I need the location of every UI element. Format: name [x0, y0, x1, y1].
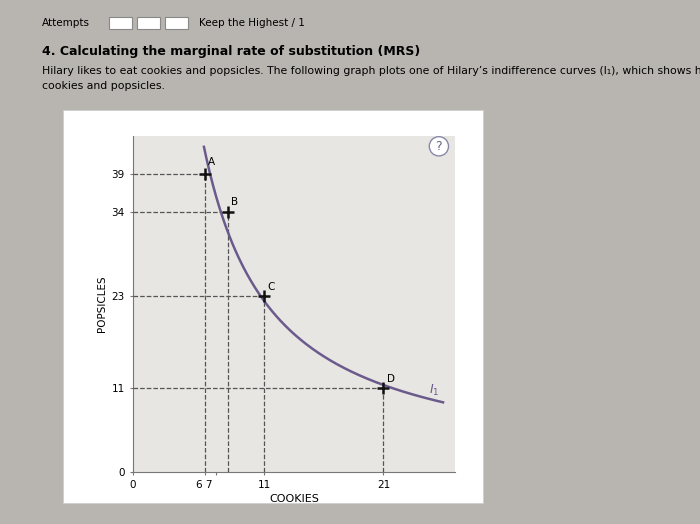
- Text: Keep the Highest / 1: Keep the Highest / 1: [199, 18, 305, 28]
- Text: Hilary likes to eat cookies and popsicles. The following graph plots one of Hila: Hilary likes to eat cookies and popsicle…: [42, 66, 700, 75]
- Text: C: C: [268, 282, 275, 292]
- Text: A: A: [207, 157, 215, 167]
- Text: B: B: [232, 197, 239, 207]
- Y-axis label: POPSICLES: POPSICLES: [97, 276, 107, 332]
- Text: Attempts: Attempts: [42, 18, 90, 28]
- Text: cookies and popsicles.: cookies and popsicles.: [42, 81, 165, 91]
- X-axis label: COOKIES: COOKIES: [269, 494, 319, 504]
- Text: $I_1$: $I_1$: [429, 383, 439, 398]
- Text: ?: ?: [435, 140, 442, 153]
- Text: 4. Calculating the marginal rate of substitution (MRS): 4. Calculating the marginal rate of subs…: [42, 45, 420, 58]
- Text: D: D: [387, 374, 395, 384]
